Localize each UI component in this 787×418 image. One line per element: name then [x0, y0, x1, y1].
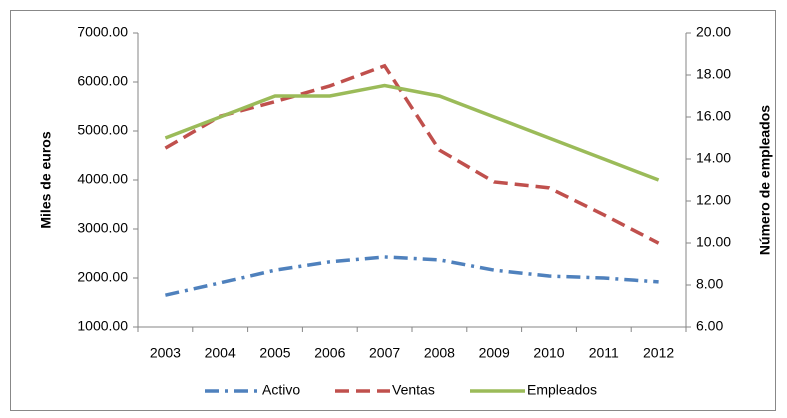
y-axis-title: Miles de euros — [38, 131, 54, 228]
x-tick-label: 2012 — [643, 345, 674, 361]
y2-tick-label: 10.00 — [696, 234, 731, 250]
x-tick-label: 2005 — [259, 345, 290, 361]
series-line — [165, 255, 659, 297]
legend-label: Activo — [262, 382, 300, 398]
y2-tick-label: 20.00 — [696, 24, 731, 40]
y-tick-label: 3000.00 — [77, 220, 128, 236]
y2-tick-label: 14.00 — [696, 150, 731, 166]
legend-label: Ventas — [392, 382, 435, 398]
x-tick-label: 2003 — [150, 345, 181, 361]
y2-tick-label: 8.00 — [696, 276, 723, 292]
y-tick-label: 1000.00 — [77, 318, 128, 334]
y-tick-label: 2000.00 — [77, 269, 128, 285]
x-tick-label: 2009 — [479, 345, 510, 361]
y-tick-label: 7000.00 — [77, 24, 128, 40]
y2-tick-label: 12.00 — [696, 192, 731, 208]
x-tick-label: 2011 — [589, 345, 619, 361]
x-tick-label: 2007 — [369, 345, 400, 361]
x-tick-label: 2008 — [424, 345, 455, 361]
y2-tick-label: 18.00 — [696, 66, 731, 82]
y2-tick-label: 16.00 — [696, 108, 731, 124]
series-line — [164, 63, 660, 245]
x-tick-label: 2010 — [533, 345, 564, 361]
y2-tick-label: 6.00 — [696, 318, 723, 334]
x-tick-label: 2006 — [314, 345, 345, 361]
x-tick-label: 2004 — [205, 345, 236, 361]
y-tick-label: 6000.00 — [77, 73, 128, 89]
y2-axis-title: Número de empleados — [757, 105, 773, 255]
y-tick-label: 5000.00 — [77, 122, 128, 138]
legend-label: Empleados — [527, 382, 597, 398]
y-tick-label: 4000.00 — [77, 171, 128, 187]
series-line — [164, 83, 660, 182]
